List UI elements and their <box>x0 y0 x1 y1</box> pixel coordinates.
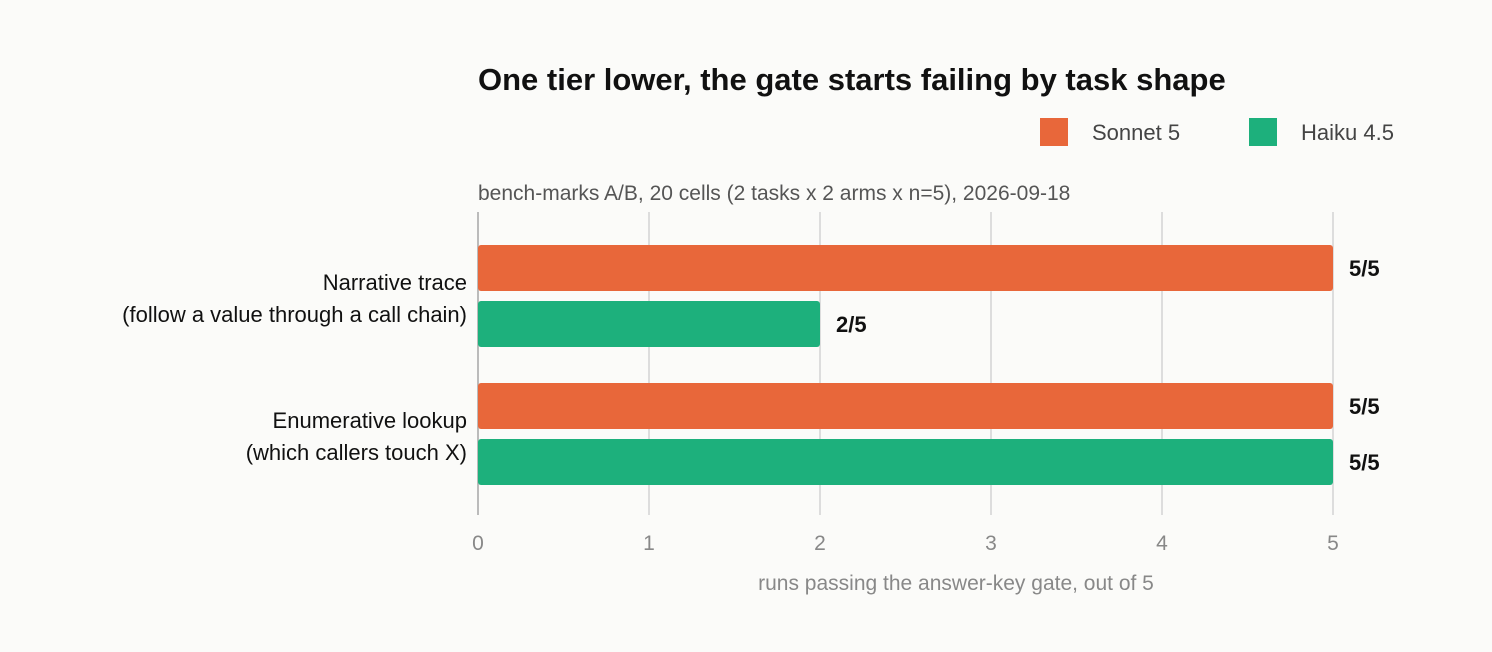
category-labels: Narrative trace (follow a value through a… <box>122 270 467 465</box>
data-label: 5/5 <box>1349 256 1380 281</box>
legend-label: Haiku 4.5 <box>1301 120 1394 145</box>
bar-haiku-4-5 <box>478 439 1333 485</box>
x-tick-label: 1 <box>643 532 655 555</box>
legend: Sonnet 5 Haiku 4.5 <box>1040 118 1394 146</box>
bars: 5/5 2/5 5/5 5/5 <box>478 245 1380 485</box>
legend-swatch <box>1040 118 1068 146</box>
x-tick-label: 4 <box>1156 532 1168 555</box>
legend-swatch <box>1249 118 1277 146</box>
x-tick-label: 5 <box>1327 532 1339 555</box>
x-tick-label: 3 <box>985 532 997 555</box>
x-axis-title: runs passing the answer-key gate, out of… <box>758 572 1154 595</box>
data-label: 5/5 <box>1349 394 1380 419</box>
category-label: Enumerative lookup (which callers touch X… <box>246 408 467 465</box>
chart-title: One tier lower, the gate starts failing … <box>478 62 1226 97</box>
bar-sonnet-5 <box>478 245 1333 291</box>
data-label: 5/5 <box>1349 450 1380 475</box>
bar-sonnet-5 <box>478 383 1333 429</box>
x-axis-ticks: 0 1 2 3 4 5 <box>472 532 1339 555</box>
data-label: 2/5 <box>836 312 867 337</box>
legend-label: Sonnet 5 <box>1092 120 1180 145</box>
x-tick-label: 0 <box>472 532 484 555</box>
category-label: Narrative trace (follow a value through a… <box>122 270 467 327</box>
chart-subtitle: bench-marks A/B, 20 cells (2 tasks x 2 a… <box>478 182 1070 205</box>
x-tick-label: 2 <box>814 532 826 555</box>
bar-haiku-4-5 <box>478 301 820 347</box>
